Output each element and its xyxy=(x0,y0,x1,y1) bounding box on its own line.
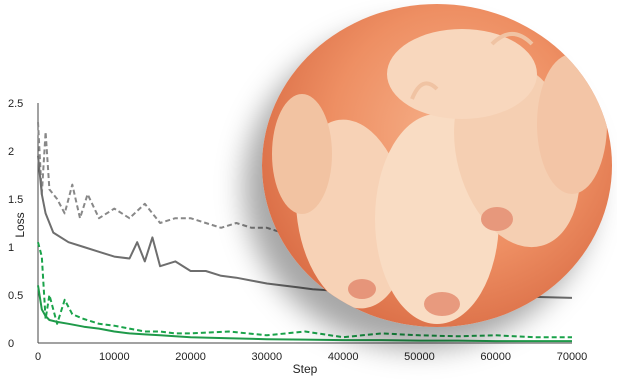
x-tick-label: 0 xyxy=(35,351,41,363)
x-tick-label: 20000 xyxy=(175,351,206,363)
y-tick-label: 2 xyxy=(8,146,14,158)
y-axis-label: Loss xyxy=(13,212,27,237)
y-tick-labels: 0 0.5 1 1.5 2 2.5 xyxy=(8,98,23,350)
x-tick-label: 60000 xyxy=(480,351,511,363)
y-tick-label: 0.5 xyxy=(8,290,23,302)
x-tick-label: 10000 xyxy=(99,351,130,363)
x-tick-label: 30000 xyxy=(252,351,283,363)
y-tick-label: 1 xyxy=(8,242,14,254)
x-tick-label: 40000 xyxy=(328,351,359,363)
x-tick-label: 70000 xyxy=(557,351,588,363)
series-line-3 xyxy=(37,285,572,343)
y-tick-label: 2.5 xyxy=(8,98,23,110)
piglets-photo-icon xyxy=(262,4,612,327)
piglets-illustration xyxy=(272,29,607,324)
y-tick-label: 1.5 xyxy=(8,194,23,206)
series-line-0 xyxy=(37,122,314,239)
x-tick-labels: 0 10000 20000 30000 40000 50000 60000 70000 xyxy=(35,351,587,363)
series-line-2 xyxy=(37,241,572,339)
chart-axes xyxy=(37,103,572,344)
x-axis-label: Step xyxy=(293,362,318,376)
x-tick-label: 50000 xyxy=(404,351,435,363)
y-tick-label: 0 xyxy=(8,338,14,350)
